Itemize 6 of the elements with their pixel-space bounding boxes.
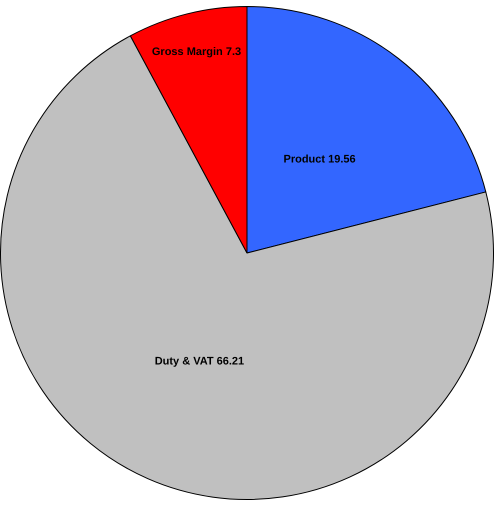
slice-label: Duty & VAT [154,355,217,368]
data-label: 66.21 [216,355,244,368]
data-label: 7.3 [226,46,242,58]
slice-label: Product [284,154,328,166]
slice-label: Gross Margin [152,46,226,58]
data-label: 19.56 [328,154,356,166]
